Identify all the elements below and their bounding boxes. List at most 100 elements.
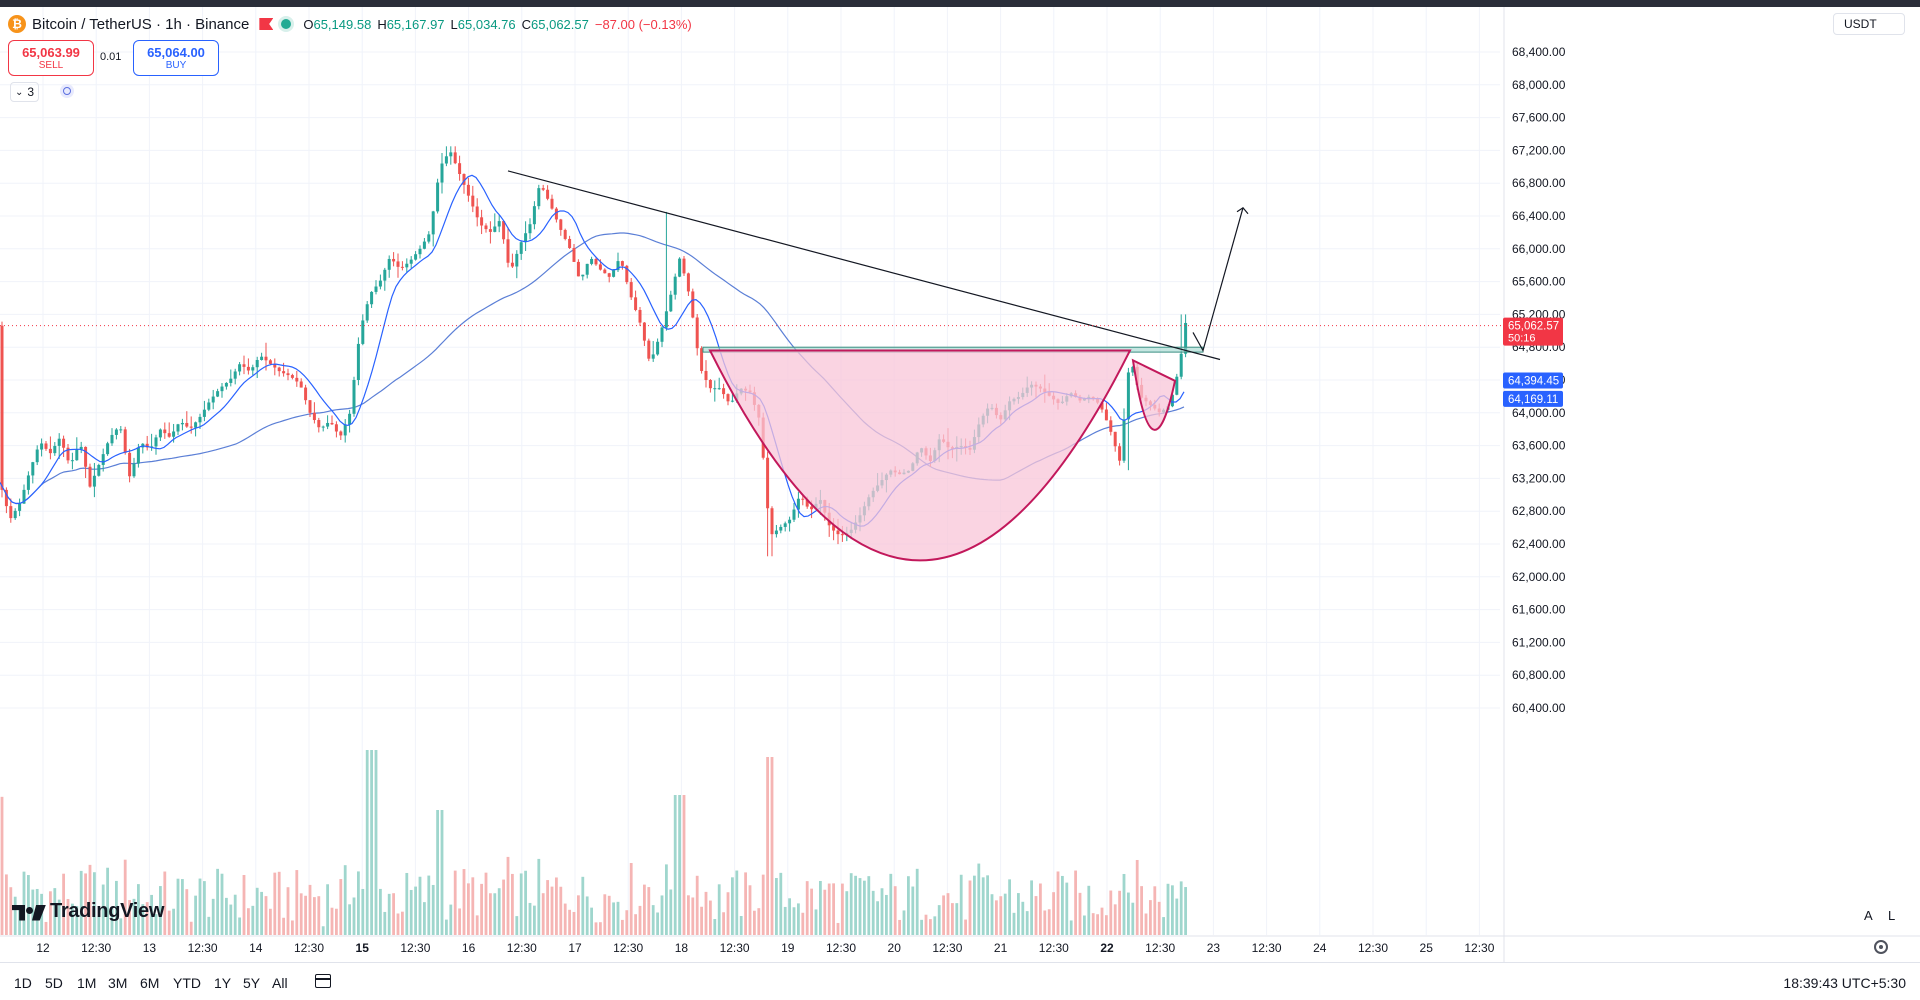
candle-body <box>506 239 510 263</box>
candle-body <box>770 508 774 535</box>
volume-bar <box>898 919 901 935</box>
candle-body <box>26 475 30 490</box>
candle-body <box>502 221 506 240</box>
x-tick-label: 19 <box>781 941 795 955</box>
price-chart[interactable]: 68,400.00 68,000.00 67,600.00 67,200.00 66,8… <box>0 0 1920 962</box>
candle-body <box>374 286 378 292</box>
volume-bar <box>9 887 13 935</box>
volume-bar <box>841 883 844 935</box>
volume-bar <box>335 908 338 935</box>
volume-bar <box>445 919 448 935</box>
volume-bar <box>225 897 228 935</box>
volume-bar <box>471 877 475 935</box>
x-tick-label: 17 <box>568 941 582 955</box>
candle-body <box>774 530 778 535</box>
range-5d[interactable]: 5D <box>45 975 63 991</box>
candle-body <box>840 534 844 536</box>
volume-bar <box>533 905 536 935</box>
volume-bar <box>788 898 791 935</box>
market-open-icon <box>281 19 292 29</box>
candle-body <box>189 426 193 428</box>
symbol-title[interactable]: Bitcoin / TetherUS · 1h · Binance <box>32 15 250 33</box>
volume-bar <box>427 875 431 935</box>
volume-bar <box>84 873 87 935</box>
volume-bar <box>700 906 703 935</box>
volume-bar <box>286 887 290 935</box>
candle-body <box>660 327 664 342</box>
x-tick-label: 22 <box>1100 941 1114 955</box>
volume-bar <box>1153 886 1157 935</box>
volume-bar <box>585 896 589 935</box>
volume-bar <box>493 893 497 935</box>
candle-body <box>436 182 440 212</box>
volume-bar <box>541 893 545 935</box>
candle-body <box>669 294 673 312</box>
y-tick-label: 62,000.00 <box>1512 570 1566 584</box>
x-tick-label: 14 <box>249 941 263 955</box>
range-all[interactable]: All <box>272 975 288 991</box>
candle-body <box>110 434 114 444</box>
candle-body <box>510 262 514 267</box>
volume-bar <box>431 884 435 935</box>
volume-bar <box>304 895 307 935</box>
flag-icon[interactable] <box>259 18 274 30</box>
volume-bar <box>819 880 822 935</box>
volume-bar <box>1078 892 1082 935</box>
volume-bar <box>489 893 492 935</box>
volume-bar <box>528 902 532 935</box>
volume-bar <box>792 907 796 935</box>
range-1m[interactable]: 1M <box>77 975 97 991</box>
volume-bar <box>66 899 70 935</box>
volume-bar <box>955 903 959 935</box>
candle-body <box>343 424 347 436</box>
indicators-toggle[interactable]: ⌄ 3 <box>10 82 40 102</box>
volume-bar <box>656 912 659 935</box>
chevron-down-icon: ⌄ <box>15 86 24 98</box>
volume-bar <box>876 901 879 935</box>
calendar-icon[interactable] <box>315 974 331 988</box>
auto-scale-button[interactable]: A <box>1864 908 1873 923</box>
sell-button[interactable]: 65,063.99 SELL <box>8 40 94 76</box>
currency-selector[interactable]: USDT <box>1833 13 1905 35</box>
volume-bar <box>392 893 395 935</box>
range-1y[interactable]: 1Y <box>214 975 232 991</box>
volume-bar <box>722 912 725 935</box>
spread-value: 0.01 <box>100 51 122 63</box>
candle-body <box>554 208 558 220</box>
range-ytd[interactable]: YTD <box>173 975 201 991</box>
candle-body <box>559 219 563 230</box>
candle-body <box>620 261 624 266</box>
volume-bar <box>1047 909 1051 935</box>
clock: 18:39:43 UTC+5:30 <box>1783 975 1906 991</box>
candle-body <box>458 163 462 175</box>
volume-bar <box>189 921 193 935</box>
range-1d[interactable]: 1D <box>14 975 32 991</box>
volume-bar <box>1003 893 1007 935</box>
volume-bar <box>717 884 721 935</box>
buy-button[interactable]: 65,064.00 BUY <box>133 40 219 76</box>
log-scale-button[interactable]: L <box>1888 908 1896 923</box>
candle-body <box>783 523 787 527</box>
volume-bar <box>959 874 963 935</box>
volume-bar <box>62 873 65 935</box>
sync-icon[interactable] <box>60 84 74 98</box>
volume-bar <box>599 922 602 935</box>
candle-body <box>0 325 4 490</box>
volume-bar <box>854 875 857 935</box>
volume-bar <box>942 895 945 935</box>
range-5y[interactable]: 5Y <box>243 975 261 991</box>
candle-body <box>48 448 52 454</box>
x-tick-label: 12:30 <box>1464 941 1494 955</box>
volume-bar <box>801 912 805 935</box>
range-6m[interactable]: 6M <box>140 975 160 991</box>
candle-body <box>726 394 730 402</box>
sell-price: 65,063.99 <box>22 45 80 60</box>
gear-icon[interactable] <box>1874 940 1888 954</box>
range-3m[interactable]: 3M <box>108 975 128 991</box>
candle-body <box>282 371 286 374</box>
candle-body <box>216 391 220 397</box>
candle-body <box>62 438 66 448</box>
volume-bar <box>343 865 347 935</box>
candle-body <box>594 258 598 265</box>
candle-body <box>708 380 712 389</box>
